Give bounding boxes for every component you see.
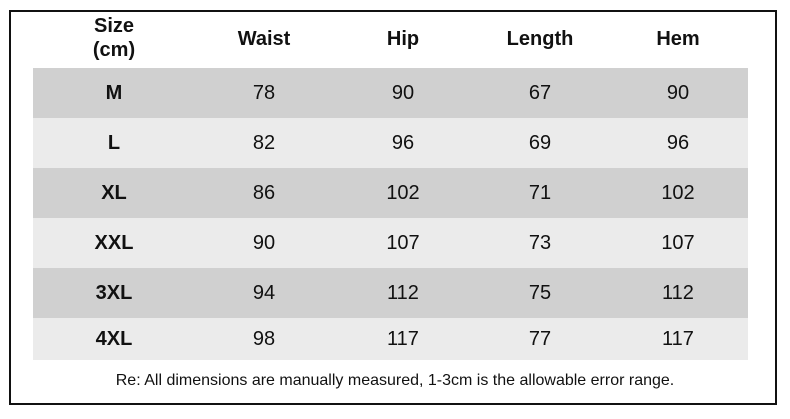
value-cell: 69	[528, 132, 552, 154]
value-cell: 112	[387, 282, 419, 304]
value-cell: 86	[252, 182, 276, 204]
size-cell: M	[105, 82, 123, 104]
footer-note: Re: All dimensions are manually measured…	[115, 372, 675, 389]
value-cell: 90	[391, 82, 415, 104]
header-cell: Hip	[386, 28, 420, 50]
header-cell: Size (cm)	[92, 15, 136, 61]
header-cell: Waist	[237, 28, 291, 50]
header-cell: Length	[506, 28, 574, 50]
value-cell: 112	[662, 282, 694, 304]
value-cell: 102	[386, 182, 420, 204]
value-cell: 90	[252, 232, 276, 254]
value-cell: 90	[666, 82, 690, 104]
size-cell: L	[107, 132, 121, 154]
value-cell: 107	[386, 232, 420, 254]
value-cell: 82	[252, 132, 276, 154]
row-band	[33, 218, 748, 268]
value-cell: 102	[661, 182, 695, 204]
value-cell: 73	[528, 232, 552, 254]
value-cell: 96	[391, 132, 415, 154]
size-cell: XXL	[94, 232, 134, 254]
value-cell: 117	[387, 328, 419, 350]
frame	[9, 10, 777, 405]
value-cell: 98	[252, 328, 276, 350]
value-cell: 67	[528, 82, 552, 104]
value-cell: 94	[252, 282, 276, 304]
value-cell: 117	[662, 328, 694, 350]
value-cell: 107	[661, 232, 695, 254]
value-cell: 75	[528, 282, 552, 304]
size-cell: 3XL	[95, 282, 133, 304]
value-cell: 77	[528, 328, 552, 350]
row-band	[33, 68, 748, 118]
row-band	[33, 118, 748, 168]
value-cell: 96	[666, 132, 690, 154]
row-band	[33, 168, 748, 218]
size-cell: 4XL	[95, 328, 133, 350]
row-band	[33, 318, 748, 360]
header-cell: Hem	[656, 28, 700, 50]
size-cell: XL	[101, 182, 127, 204]
row-band	[33, 268, 748, 318]
value-cell: 71	[528, 182, 552, 204]
value-cell: 78	[252, 82, 276, 104]
